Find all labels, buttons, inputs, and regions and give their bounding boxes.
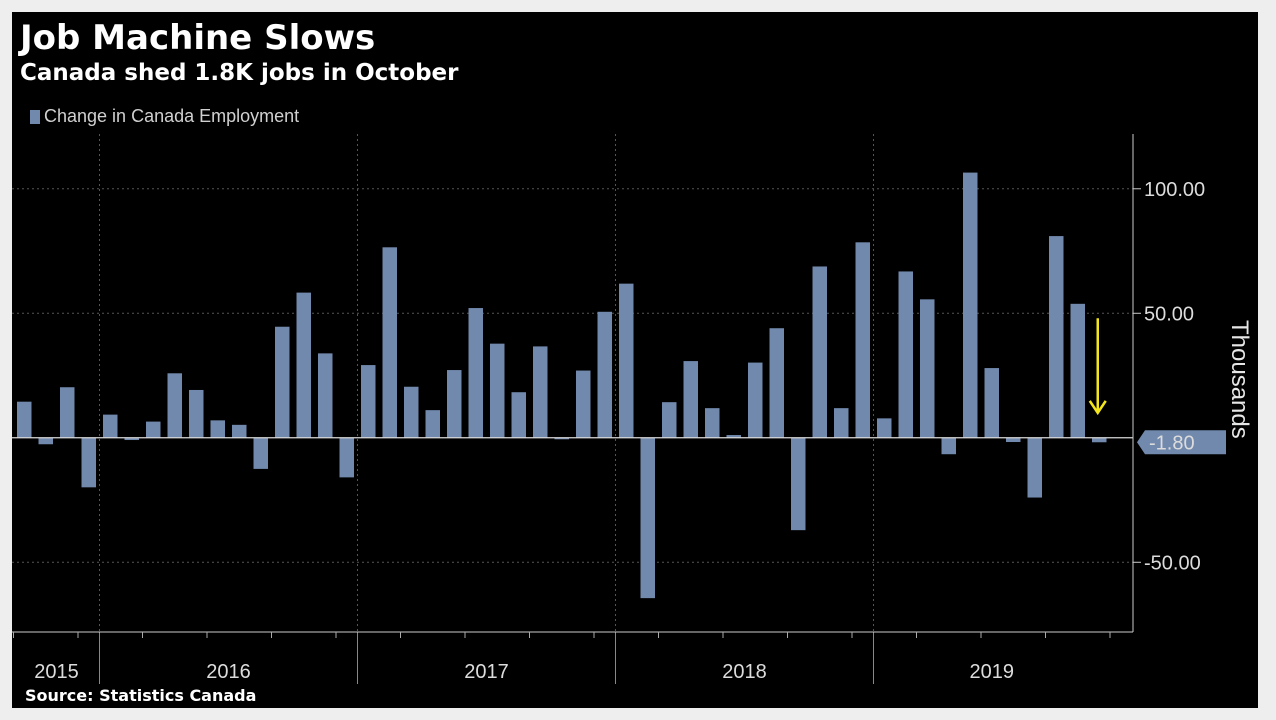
bar — [210, 420, 225, 438]
last-value-callout — [1137, 430, 1226, 455]
bar — [232, 424, 247, 438]
chart-subtitle: Canada shed 1.8K jobs in October — [20, 60, 459, 86]
bar — [404, 386, 419, 438]
bar — [984, 368, 999, 438]
y-tick-label: 50.00 — [1144, 303, 1194, 325]
x-year-label: 2018 — [722, 661, 767, 683]
bar — [554, 437, 569, 440]
bar — [146, 421, 161, 438]
legend-swatch — [30, 109, 40, 124]
source-note: Source: Statistics Canada — [25, 686, 257, 705]
bar — [318, 353, 333, 438]
bar — [382, 247, 397, 438]
bar — [511, 392, 526, 438]
bar — [425, 410, 440, 438]
bar — [296, 292, 311, 438]
bar — [1027, 437, 1042, 498]
bar — [275, 326, 290, 438]
bar — [339, 437, 354, 478]
bar — [855, 242, 870, 438]
bar — [769, 328, 784, 438]
bar — [640, 437, 655, 599]
x-year-label: 2016 — [206, 661, 251, 683]
bar — [898, 271, 913, 438]
x-year-label: 2019 — [970, 661, 1015, 683]
bar — [597, 311, 612, 438]
bar — [167, 373, 182, 438]
bar — [963, 172, 978, 438]
bar — [941, 437, 956, 455]
bar — [1070, 303, 1085, 438]
annotation-arrowhead — [1088, 400, 1107, 416]
bar — [189, 389, 204, 438]
bar — [705, 408, 720, 438]
chart-title: Job Machine Slows — [20, 18, 376, 58]
bar — [447, 370, 462, 438]
x-year-label: 2015 — [34, 661, 79, 683]
bar — [1049, 236, 1064, 438]
bar — [361, 365, 376, 438]
legend-label: Change in Canada Employment — [44, 106, 300, 126]
bar — [533, 346, 548, 438]
y-tick-label: 100.00 — [1144, 179, 1205, 201]
bar — [920, 299, 935, 438]
x-year-label: 2017 — [464, 661, 509, 683]
bar — [1006, 437, 1021, 443]
bar — [17, 401, 32, 438]
bar — [576, 370, 591, 438]
bar — [60, 387, 75, 438]
chart-frame: Job Machine Slows Canada shed 1.8K jobs … — [12, 12, 1258, 708]
bar — [619, 283, 634, 438]
bar — [1092, 437, 1107, 443]
bar — [468, 308, 483, 438]
bar — [748, 362, 763, 438]
last-value-label: -1.80 — [1149, 432, 1195, 454]
bar — [877, 418, 892, 438]
bar — [834, 408, 849, 438]
bar — [490, 343, 505, 438]
bar-chart: 100.00 50.00 -50.00 -1.80 Thousands 2015 2016 2… — [12, 134, 1253, 684]
bar — [103, 414, 118, 438]
bar — [38, 437, 53, 445]
y-tick-label: -50.00 — [1144, 552, 1201, 574]
bar — [662, 402, 677, 438]
bar — [791, 437, 806, 531]
bar — [124, 437, 139, 441]
bar — [81, 437, 96, 488]
y-axis-title: Thousands — [1226, 320, 1253, 439]
bar — [812, 266, 827, 438]
chart-legend: Change in Canada Employment — [30, 106, 299, 127]
bar — [253, 437, 268, 469]
bar — [726, 435, 741, 438]
bar — [683, 361, 698, 438]
